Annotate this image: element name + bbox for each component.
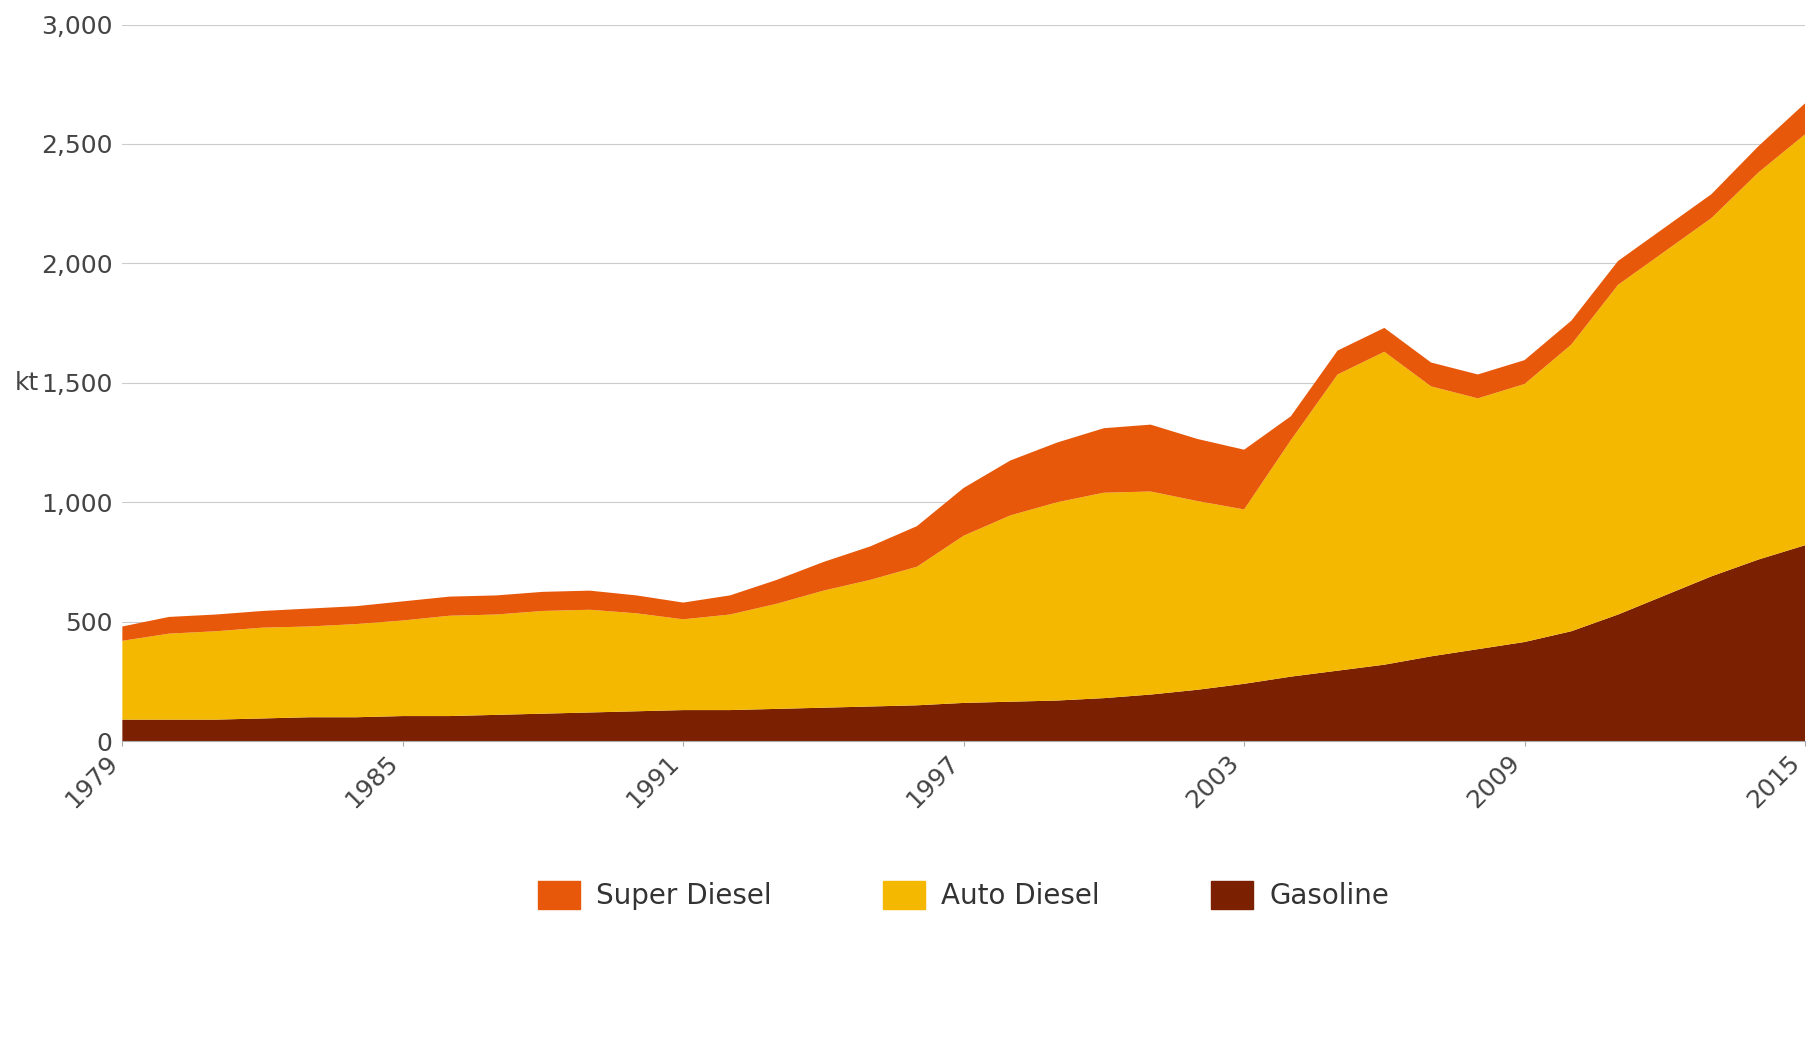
Legend: Super Diesel, Auto Diesel, Gasoline: Super Diesel, Auto Diesel, Gasoline xyxy=(528,870,1400,922)
Y-axis label: kt: kt xyxy=(15,370,40,395)
